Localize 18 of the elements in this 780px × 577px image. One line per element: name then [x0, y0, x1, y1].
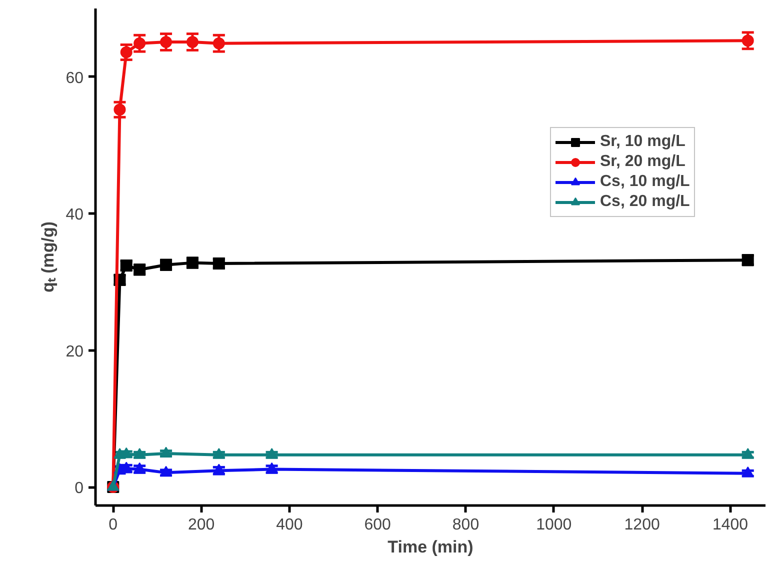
y-tick-label: 0 — [74, 480, 84, 498]
y-tick-label: 60 — [66, 70, 84, 87]
legend-label: Cs, 10 mg/L — [600, 173, 690, 191]
legend-label: Cs, 20 mg/L — [600, 193, 690, 211]
legend-label: Sr, 20 mg/L — [600, 153, 686, 171]
x-axis-title: Time (min) — [388, 538, 474, 556]
x-tick-label: 200 — [188, 516, 215, 534]
x-tick-label: 0 — [108, 516, 118, 534]
x-tick-label: 1400 — [712, 516, 748, 534]
y-tick-label: 40 — [66, 206, 84, 224]
y-axis-title: qₜ (mg/g) — [38, 221, 58, 293]
x-tick-label: 400 — [276, 516, 303, 534]
x-tick-label: 600 — [364, 516, 392, 534]
x-tick-label: 800 — [452, 516, 480, 534]
y-tick-label: 20 — [66, 343, 84, 360]
x-tick-label: 1200 — [624, 516, 660, 534]
legend-label: Sr, 10 mg/L — [600, 133, 686, 151]
x-tick-label: 1000 — [536, 516, 572, 534]
